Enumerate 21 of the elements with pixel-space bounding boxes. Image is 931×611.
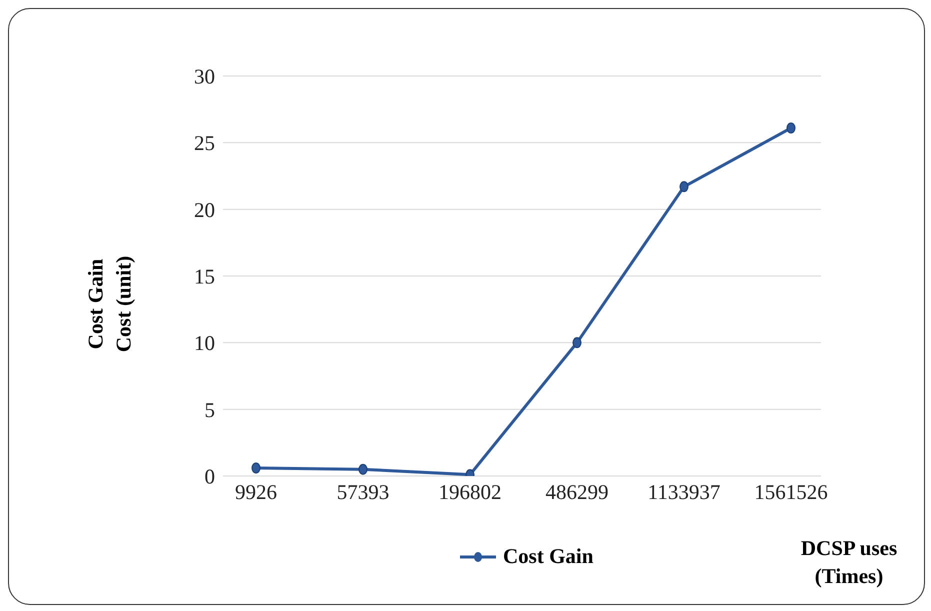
x-tick-label: 9926 bbox=[235, 480, 277, 504]
y-tick-label: 0 bbox=[204, 464, 215, 488]
y-tick-label: 30 bbox=[194, 64, 215, 88]
x-tick-label: 196802 bbox=[438, 480, 502, 504]
y-tick-label: 20 bbox=[194, 198, 215, 222]
x-tick-label: 1561526 bbox=[754, 480, 828, 504]
y-axis-title: Cost Gain Cost (unit) bbox=[82, 254, 136, 354]
legend-label: Cost Gain bbox=[503, 544, 594, 569]
x-tick-label: 486299 bbox=[546, 480, 608, 504]
point bbox=[358, 464, 368, 475]
point bbox=[786, 122, 796, 134]
x-axis-title: DCSP uses (Times) bbox=[800, 535, 898, 590]
point bbox=[680, 181, 688, 192]
point bbox=[252, 462, 260, 474]
y-tick-label: 15 bbox=[194, 264, 215, 288]
y-tick-label: 10 bbox=[194, 331, 215, 356]
x-tick-label: 1133937 bbox=[648, 480, 720, 504]
y-tick-label: 5 bbox=[204, 398, 215, 422]
x-tick-label: 57393 bbox=[336, 480, 390, 504]
y-tick-label: 25 bbox=[194, 131, 215, 156]
point bbox=[572, 337, 582, 348]
